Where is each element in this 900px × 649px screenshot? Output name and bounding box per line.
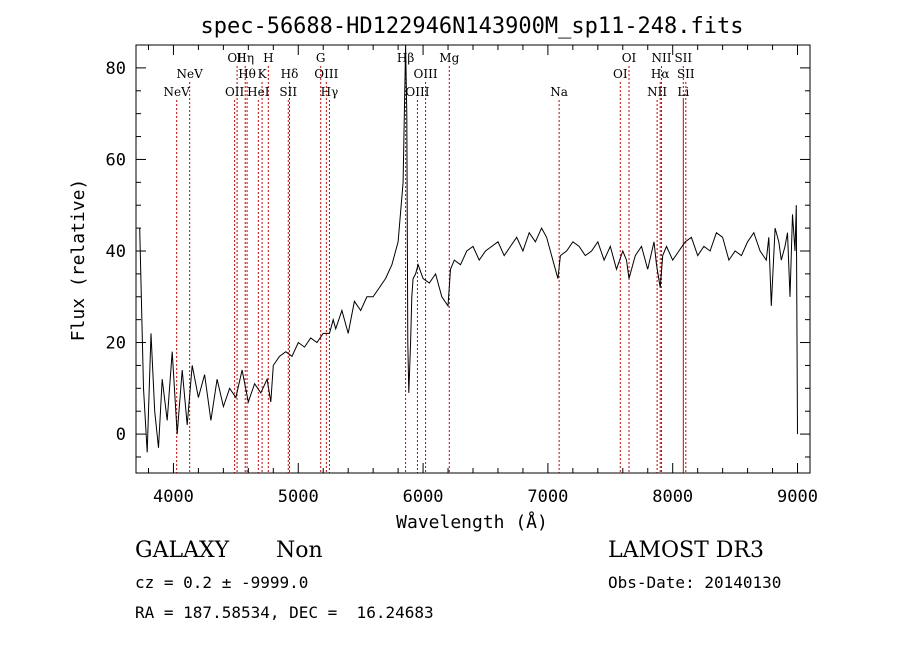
y-tick-label-60: 60 [106, 150, 126, 170]
line-label-21: Hα [651, 67, 670, 81]
line-label-8: H [263, 51, 273, 65]
line-label-23: NII [651, 51, 671, 65]
line-label-25: SII [677, 67, 695, 81]
chart-title: spec-56688-HD122946N143900M_sp11-248.fit… [200, 14, 743, 39]
x-axis-ticks: 4000 5000 6000 7000 8000 9000 [147, 45, 818, 507]
line-label-22: NII [647, 85, 667, 99]
line-label-13: Hγ [321, 85, 339, 99]
y-tick-label-0: 0 [116, 425, 126, 445]
x-tick-label-9000: 9000 [777, 487, 818, 507]
line-label-16: OIII [414, 67, 438, 81]
x-tick-label-5000: 5000 [278, 487, 319, 507]
line-label-1: NeV [177, 67, 204, 81]
line-label-11: G [316, 51, 326, 65]
survey-name: LAMOST DR3 [608, 538, 764, 563]
y-tick-label-80: 80 [106, 59, 126, 79]
line-label-9: Hδ [281, 67, 299, 81]
y-axis-label: Flux (relative) [68, 179, 89, 342]
line-label-18: Na [550, 85, 568, 99]
redshift-cz: cz = 0.2 ± -9999.0 [135, 573, 309, 592]
x-tick-label-4000: 4000 [153, 487, 194, 507]
line-label-24: SII [674, 51, 692, 65]
line-label-2: OII [225, 85, 245, 99]
observation-date: Obs-Date: 20140130 [608, 573, 782, 592]
x-tick-label-7000: 7000 [527, 487, 568, 507]
x-tick-label-6000: 6000 [403, 487, 444, 507]
y-axis-ticks: 0 20 40 60 80 [106, 44, 810, 458]
line-label-15: OIII [405, 85, 429, 99]
line-label-5: Hθ [238, 67, 256, 81]
y-tick-label-20: 20 [106, 334, 126, 354]
line-label-19: OI [613, 67, 628, 81]
line-label-3: OII [227, 51, 247, 65]
line-label-0: NeV [164, 85, 191, 99]
line-label-17: Mg [439, 51, 459, 65]
line-label-26: Li [677, 85, 689, 99]
emission-line-markers [176, 66, 687, 473]
line-label-12: OIII [314, 67, 338, 81]
object-class: GALAXY [135, 538, 230, 563]
line-label-4: Hη [236, 51, 254, 65]
x-tick-label-8000: 8000 [652, 487, 693, 507]
x-axis-label: Wavelength (Å) [396, 511, 548, 533]
line-label-20: OI [622, 51, 637, 65]
line-label-10: SII [279, 85, 297, 99]
coordinates: RA = 187.58534, DEC = 16.24683 [135, 603, 434, 622]
line-label-6: HeI [247, 85, 270, 99]
object-subclass: Non [276, 538, 323, 563]
y-tick-label-40: 40 [106, 242, 126, 262]
spectrum-line [139, 44, 798, 453]
line-label-7: K [258, 67, 268, 81]
emission-line-labels: NeVNeVOIIOIIHηHθHeIKHHδSIIGOIIIHγHβOIIIO… [164, 51, 695, 99]
